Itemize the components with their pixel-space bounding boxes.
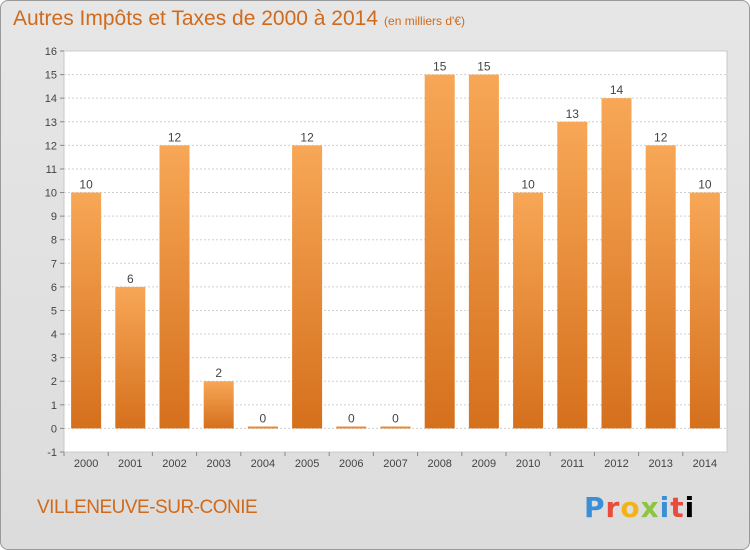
chart-title: Autres Impôts et Taxes de 2000 à 2014 (en… — [13, 7, 465, 31]
bar — [336, 426, 367, 429]
y-tick-label: 12 — [45, 140, 57, 152]
x-tick-label: 2010 — [516, 458, 540, 470]
chart-title-text: Autres Impôts et Taxes de 2000 à 2014 — [13, 7, 379, 30]
bar — [115, 286, 146, 429]
y-tick-label: 8 — [51, 235, 57, 247]
data-label: 10 — [79, 178, 93, 192]
data-label: 15 — [477, 60, 491, 74]
bar — [645, 145, 676, 429]
y-tick-label: 16 — [45, 46, 57, 58]
y-tick-label: 3 — [51, 353, 57, 365]
data-label: 12 — [654, 130, 668, 144]
y-tick-label: 9 — [51, 211, 57, 223]
x-tick-label: 2012 — [604, 458, 628, 470]
x-tick-label: 2005 — [295, 458, 319, 470]
x-tick-label: 2002 — [162, 458, 186, 470]
y-tick-label: -1 — [47, 447, 57, 459]
bar — [513, 192, 544, 429]
x-tick-label: 2008 — [427, 458, 451, 470]
data-label: 13 — [566, 107, 580, 121]
x-tick-label: 2013 — [648, 458, 672, 470]
bar — [601, 98, 632, 429]
y-tick-label: 10 — [45, 188, 57, 200]
y-tick-label: 14 — [45, 93, 57, 105]
y-tick-label: 0 — [51, 423, 57, 435]
data-label: 10 — [698, 178, 712, 192]
x-tick-label: 2001 — [118, 458, 142, 470]
x-tick-label: 2011 — [560, 458, 584, 470]
y-tick-label: 13 — [45, 117, 57, 129]
data-label: 12 — [300, 130, 314, 144]
data-label: 0 — [348, 411, 355, 425]
data-label: 0 — [260, 411, 267, 425]
chart-subtitle: (en milliers d'€) — [384, 14, 466, 28]
bar — [380, 426, 411, 429]
data-label: 10 — [521, 178, 535, 192]
y-tick-label: 6 — [51, 282, 57, 294]
bar — [468, 74, 499, 429]
x-tick-label: 2006 — [339, 458, 363, 470]
data-label: 14 — [610, 83, 624, 97]
x-tick-label: 2014 — [693, 458, 717, 470]
data-label: 15 — [433, 60, 447, 74]
data-labels: 10 6 12 2 0 12 0 0 15 15 10 13 14 12 10 — [79, 60, 711, 426]
location-name: VILLENEUVE-SUR-CONIE — [37, 497, 258, 518]
x-tick-label: 2004 — [251, 458, 275, 470]
x-axis: 2000 2001 2002 2003 2004 2005 2006 2007 2008 2009… — [63, 452, 717, 470]
bar — [557, 121, 588, 429]
y-tick-label: 15 — [45, 70, 57, 82]
bar — [247, 426, 278, 429]
bars — [71, 74, 720, 429]
bar — [159, 145, 190, 429]
x-tick-label: 2009 — [472, 458, 496, 470]
bar — [689, 192, 720, 429]
y-tick-label: 7 — [51, 258, 57, 270]
data-label: 2 — [215, 366, 222, 380]
x-tick-label: 2000 — [74, 458, 98, 470]
bar — [292, 145, 323, 429]
bar — [424, 74, 455, 429]
bar — [203, 381, 234, 429]
proxiti-logo: Proxiti — [584, 491, 696, 524]
y-tick-label: 2 — [51, 376, 57, 388]
y-tick-label: 1 — [51, 400, 57, 412]
y-tick-label: 4 — [51, 329, 57, 341]
y-tick-label: 11 — [46, 164, 57, 176]
y-tick-label: 5 — [51, 305, 57, 317]
bar — [71, 192, 102, 429]
data-label: 12 — [168, 130, 182, 144]
data-label: 6 — [127, 272, 134, 286]
x-tick-label: 2007 — [383, 458, 407, 470]
data-label: 0 — [392, 411, 399, 425]
x-tick-label: 2003 — [206, 458, 230, 470]
